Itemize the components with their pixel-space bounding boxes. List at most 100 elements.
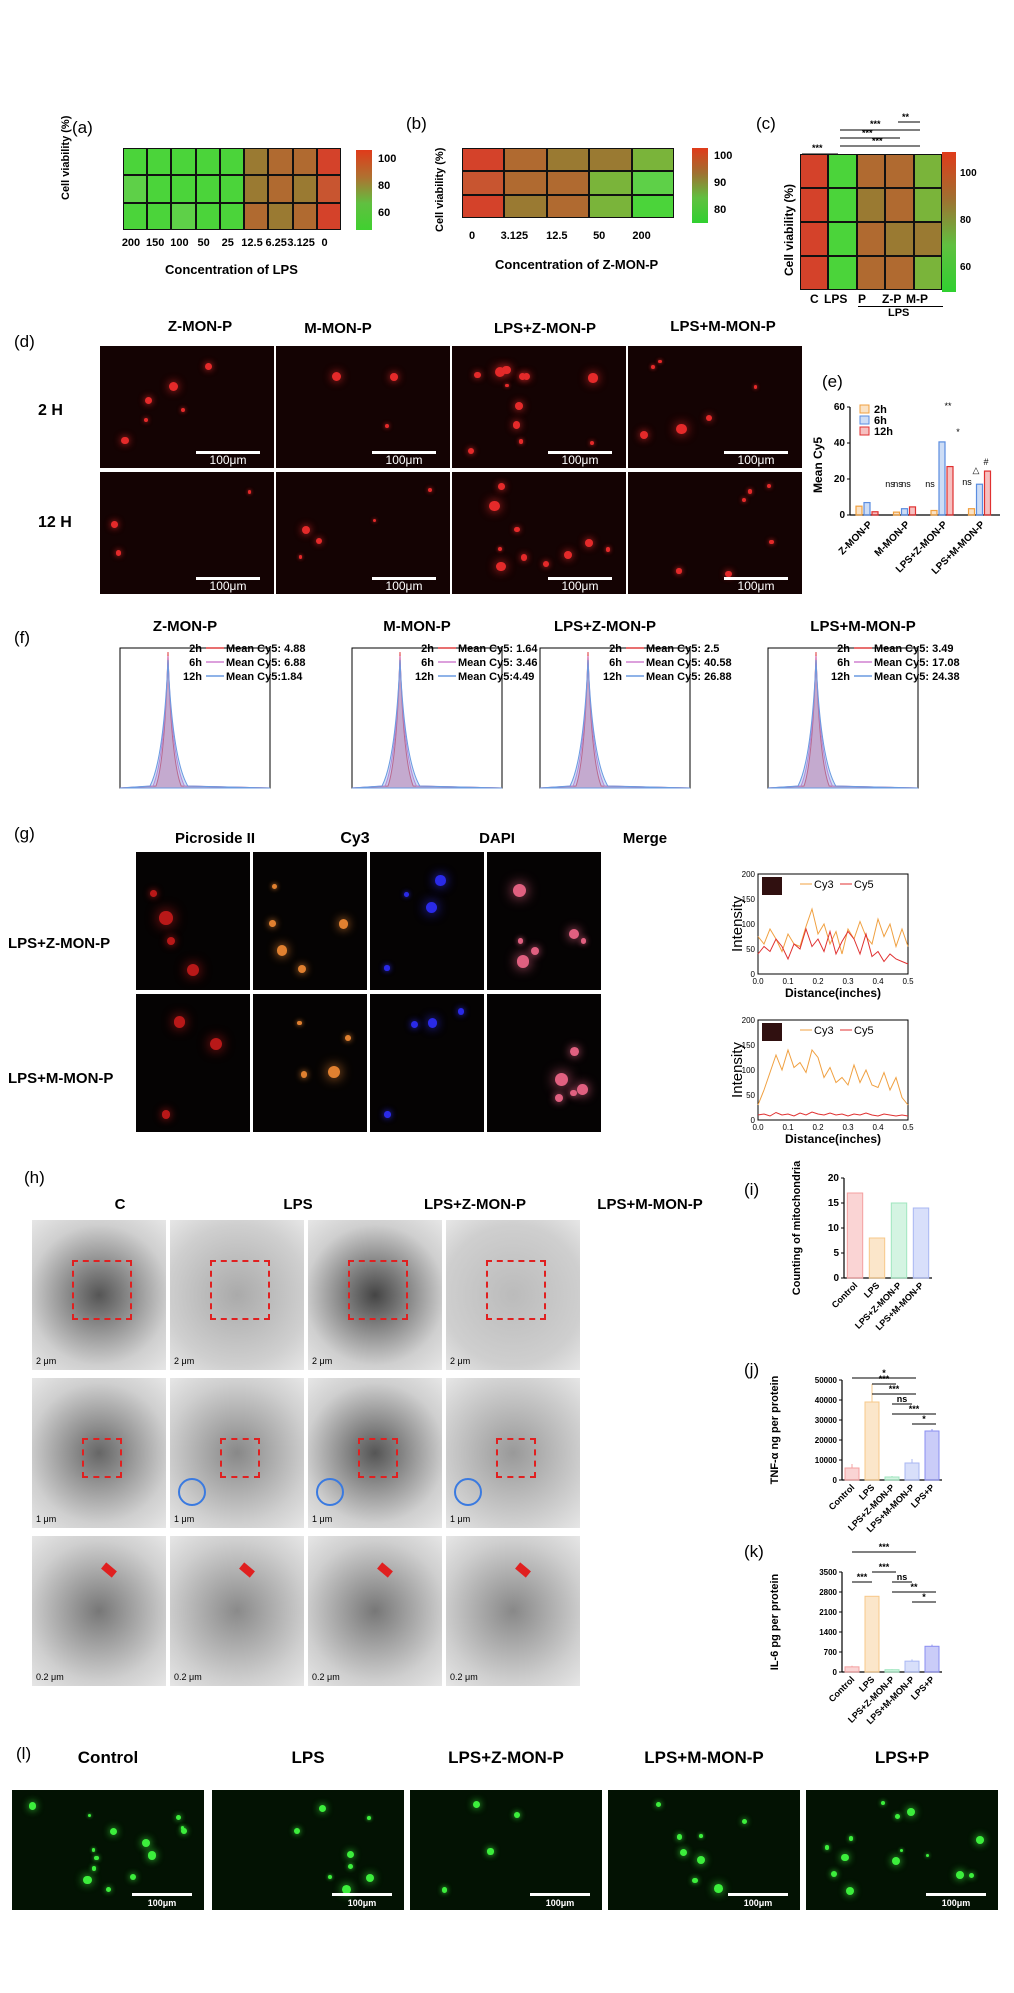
svg-text:***: ***	[879, 1374, 890, 1384]
svg-text:0.2: 0.2	[812, 977, 824, 986]
panel-b-xlabel: Concentration of Z-MON-P	[495, 257, 659, 272]
heatmap-cell	[171, 175, 196, 203]
scale-bar	[196, 577, 260, 580]
xtick: M-P	[906, 292, 928, 306]
svg-text:Control: Control	[827, 1482, 857, 1512]
heatmap-cell	[913, 188, 942, 222]
svg-text:Mean Cy5: 17.08: Mean Cy5: 17.08	[874, 657, 960, 669]
heatmap-cell	[268, 148, 293, 176]
svg-text:6h: 6h	[837, 657, 850, 669]
svg-text:**: **	[910, 1582, 918, 1592]
cell-spot	[346, 1850, 355, 1858]
scale-bar-label: 100μm	[545, 1898, 575, 1908]
flow-title: LPS+M-MON-P	[810, 618, 916, 635]
scale-bar	[926, 1893, 986, 1896]
tem-image: 0.2 μm	[446, 1536, 580, 1686]
cell-spot	[650, 365, 655, 369]
svg-text:200: 200	[742, 1016, 756, 1025]
cell-spot	[365, 1873, 375, 1883]
cell-spot	[489, 501, 500, 512]
xtick: Z-P	[882, 292, 902, 306]
heatmap-cell	[631, 171, 674, 195]
bar-e	[892, 511, 901, 516]
svg-text:6h: 6h	[421, 657, 434, 669]
heatmap-cell	[589, 171, 632, 195]
cell-spot	[514, 1811, 521, 1818]
svg-text:Mean Cy5:1.84: Mean Cy5:1.84	[226, 671, 303, 683]
micrograph-d: 100μm	[628, 346, 802, 468]
svg-text:0.3: 0.3	[842, 977, 854, 986]
tem-image: 1 μm	[32, 1378, 166, 1528]
svg-text:Mean Cy5: 3.46: Mean Cy5: 3.46	[458, 657, 537, 669]
d-col-2: M-MON-P	[304, 320, 372, 337]
l-col-title: LPS+P	[874, 1748, 930, 1767]
svg-text:Mean Cy5: 1.64: Mean Cy5: 1.64	[458, 643, 538, 655]
confocal-grid-g	[136, 852, 726, 1152]
g-col-1: Picroside II	[174, 830, 256, 847]
histogram-curve	[539, 651, 691, 789]
fluorescence-l: 100μm	[608, 1790, 800, 1910]
bar-e	[863, 501, 871, 516]
svg-text:0.0: 0.0	[752, 1123, 764, 1132]
cell-spot	[180, 1828, 187, 1835]
scale-bar	[548, 451, 612, 454]
bar	[864, 1595, 880, 1673]
bar	[912, 1207, 930, 1279]
cell-spot	[676, 423, 687, 435]
cell-spot	[427, 1018, 438, 1028]
scale-bar	[372, 577, 436, 580]
svg-text:50: 50	[746, 945, 755, 954]
bar	[890, 1202, 908, 1279]
arrow-marker	[101, 1562, 117, 1578]
cell-spot	[899, 1848, 904, 1853]
svg-text:TNF-α ng per protein: TNF-α ng per protein	[769, 1375, 781, 1484]
svg-text:30000: 30000	[815, 1416, 838, 1425]
scale-bar-label: 100μm	[561, 453, 599, 467]
panel-a-ylabel: Cell viability (%)	[60, 115, 72, 200]
heatmap-cell	[462, 148, 505, 172]
histogram-curve	[539, 655, 691, 789]
xtick: 12.5	[546, 230, 568, 242]
cell-spot	[505, 383, 510, 388]
cell-spot	[298, 554, 303, 559]
d-row-12h: 12 H	[38, 514, 72, 531]
svg-text:Counting of mitochondria: Counting of mitochondria	[791, 1160, 803, 1295]
scale-bar	[724, 451, 788, 454]
cell-spot	[428, 488, 433, 493]
tem-image: 2 μm	[446, 1220, 580, 1370]
xtick: 6.25	[265, 237, 287, 249]
heatmap-cell	[800, 222, 829, 256]
cell-spot	[841, 1853, 849, 1862]
cell-spot	[296, 1020, 302, 1026]
svg-text:40000: 40000	[815, 1396, 838, 1405]
cell-spot	[342, 1885, 352, 1895]
svg-text:Z-MON-P: Z-MON-P	[837, 519, 875, 557]
cell-spot	[517, 955, 530, 968]
svg-text:150: 150	[742, 1041, 756, 1050]
svg-text:2h: 2h	[421, 643, 434, 655]
cell-spot	[293, 1828, 300, 1835]
panel-j-label: (j)	[744, 1360, 760, 1379]
svg-text:Mean Cy5: 3.49: Mean Cy5: 3.49	[874, 643, 953, 655]
g-col-3: DAPI	[479, 830, 515, 847]
svg-text:Mean Cy5:4.49: Mean Cy5:4.49	[458, 671, 534, 683]
scale-bar	[728, 1893, 788, 1896]
cell-spot	[110, 1827, 118, 1835]
xtick: 12.5	[241, 237, 263, 249]
histogram-curve	[351, 659, 503, 789]
annotation-e: ns	[901, 479, 911, 489]
flow-title: LPS+Z-MON-P	[553, 618, 657, 635]
flow-title: M-MON-P	[383, 618, 451, 635]
heatmap-cell	[856, 188, 886, 222]
xtick: 50	[593, 230, 606, 242]
cell-spot	[315, 537, 323, 545]
panel-l-label: (l)	[16, 1744, 32, 1763]
arrow-marker	[239, 1562, 255, 1578]
cell-spot	[121, 436, 129, 445]
xtick: 50	[197, 237, 210, 249]
line-profile-g-top: 0 50 100 150 200 0.0 0.1 0.2 0.3 0.4 0.5 Distance(i…	[729, 870, 914, 1000]
cell-spot	[555, 1093, 564, 1102]
